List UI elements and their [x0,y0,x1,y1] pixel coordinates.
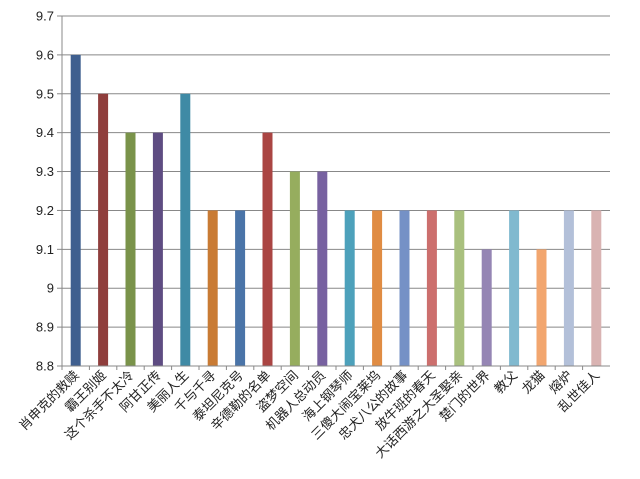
bar [235,210,246,366]
y-tick-label: 8.9 [36,320,54,335]
bar [207,210,218,366]
bar [125,132,136,366]
y-tick-label: 9.7 [36,9,54,24]
bar [98,93,109,367]
bar [262,132,273,366]
x-category-label: 教父 [491,368,521,398]
y-tick-label: 9.5 [36,86,54,101]
gridlines [57,15,610,367]
bars [61,54,602,370]
bar [509,210,520,366]
bar [289,171,300,366]
y-tick-label: 9 [47,281,54,296]
bar [317,171,328,366]
bar [426,210,437,366]
y-tick-label: 8.8 [36,359,54,374]
y-tick-label: 9.2 [36,203,54,218]
bar [563,210,574,366]
y-tick-label: 9.6 [36,47,54,62]
bar [180,93,191,367]
bar [454,210,465,366]
y-tick-label: 9.1 [36,242,54,257]
bar [591,210,602,366]
x-category-label: 龙猫 [519,368,548,397]
bar [70,54,81,367]
y-tick-label: 9.3 [36,164,54,179]
y-tick-label: 9.4 [36,125,54,140]
y-axis-tick-labels: 8.8 8.9 9 9.1 9.2 9.3 9.4 9.5 9.6 9.7 [36,9,54,374]
bar [536,249,547,366]
bar [399,210,410,366]
bar [372,210,383,366]
bar [344,210,355,366]
x-axis-category-labels: 肖申克的救赎霸王别姬这个杀手不太冷阿甘正传美丽人生千与千寻泰坦尼克号辛德勒的名单… [16,368,603,462]
bar [152,132,163,366]
bar [481,249,492,366]
